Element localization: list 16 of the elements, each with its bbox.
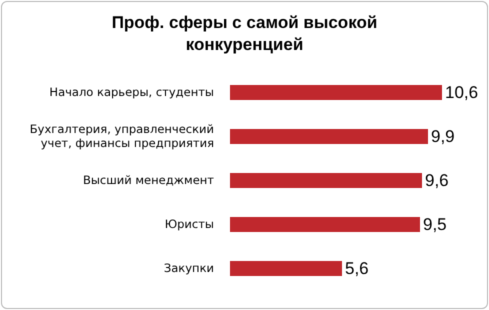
y-tick-label: Юристы — [164, 217, 214, 231]
bar — [230, 85, 442, 100]
data-label: 5,6 — [345, 259, 369, 278]
bar — [230, 261, 342, 276]
y-tick-label: Бухгалтерия, управленческий учет, финансы предприятия — [30, 122, 214, 150]
y-tick-label: Высший менеджмент — [82, 173, 214, 187]
bar — [230, 173, 422, 188]
bar — [230, 129, 428, 144]
y-tick-label: Начало карьеры, студенты — [49, 85, 214, 99]
bar — [230, 217, 420, 232]
data-label: 9,5 — [423, 215, 447, 234]
chart-title: Проф. сферы с самой высокой конкуренцией — [110, 12, 378, 56]
data-label: 9,9 — [431, 127, 455, 146]
data-label: 10,6 — [445, 83, 478, 102]
data-label: 9,6 — [425, 171, 449, 190]
y-tick-label: Закупки — [164, 261, 214, 275]
